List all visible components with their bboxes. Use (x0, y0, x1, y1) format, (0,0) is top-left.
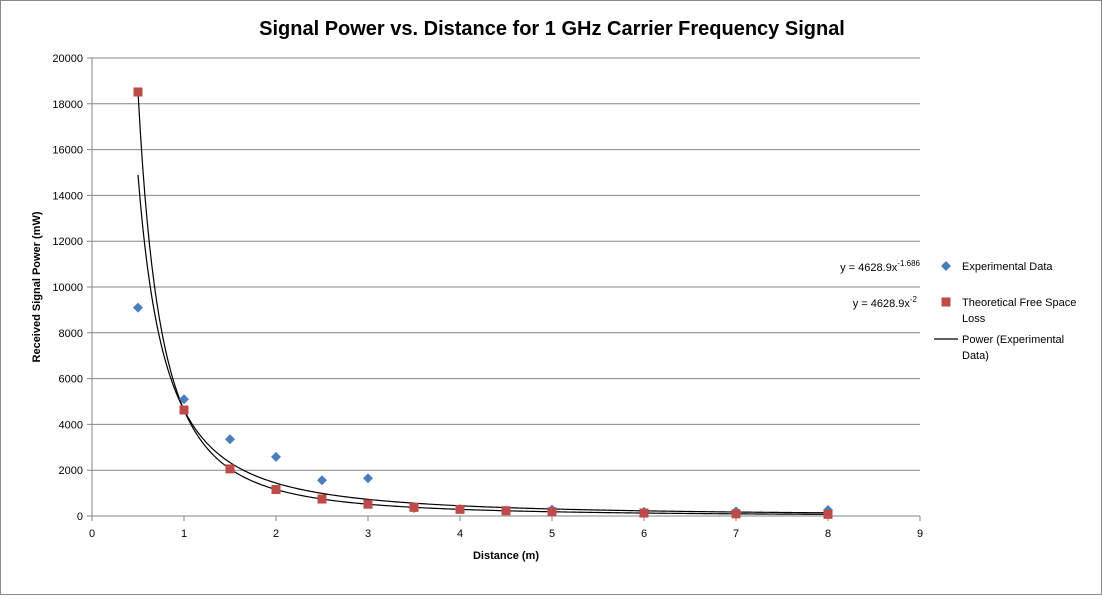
y-tick-label: 0 (77, 511, 83, 523)
trendline-equations: y = 4628.9x-1.686 y = 4628.9x-2 (840, 259, 920, 310)
data-point-square (639, 508, 649, 518)
chart-title: Signal Power vs. Distance for 1 GHz Carr… (259, 18, 845, 40)
data-point-square (133, 87, 143, 97)
data-point-diamond (179, 394, 189, 405)
x-tick-label: 6 (641, 528, 647, 540)
data-point-diamond (225, 434, 235, 445)
trendline-1 (137, 174, 829, 514)
y-tick-label: 8000 (59, 328, 83, 340)
trendline-2 (137, 91, 829, 515)
x-tick-label: 3 (365, 528, 371, 540)
x-tick-label: 1 (181, 528, 187, 540)
x-axis-title: Distance (m) (473, 550, 539, 562)
data-point-square (823, 509, 833, 519)
y-tick-label: 20000 (52, 53, 83, 65)
data-point-square (225, 464, 235, 474)
y-tick-label: 10000 (52, 282, 83, 294)
trendline-equation: y = 4628.9x-2 (853, 295, 918, 310)
y-tick-label: 6000 (59, 374, 83, 386)
legend-label: Power (Experimental Data) (962, 334, 1064, 362)
data-series (133, 87, 833, 519)
y-tick-label: 4000 (59, 419, 83, 431)
data-point-square (455, 504, 465, 514)
x-tick-label: 7 (733, 528, 739, 540)
data-point-square (731, 509, 741, 519)
x-tick-label: 0 (89, 528, 95, 540)
data-point-square (271, 485, 281, 495)
series-2 (133, 87, 833, 519)
y-tick-label: 18000 (52, 99, 83, 111)
data-point-diamond (317, 475, 327, 486)
series-1 (133, 302, 833, 517)
data-point-square (547, 507, 557, 517)
data-point-square (363, 499, 373, 509)
y-tick-label: 12000 (52, 236, 83, 248)
data-point-diamond (133, 302, 143, 313)
gridlines (92, 57, 920, 471)
y-tick-label: 14000 (52, 190, 83, 202)
trendline-equation: y = 4628.9x-1.686 (840, 259, 920, 274)
data-point-diamond (363, 473, 373, 484)
x-tick-label: 2 (273, 528, 279, 540)
trendlines (137, 91, 829, 515)
x-tick-label: 4 (457, 528, 463, 540)
y-axis-title: Received Signal Power (mW) (31, 211, 43, 362)
data-point-square (317, 494, 327, 504)
x-tick-label: 5 (549, 528, 555, 540)
axes: 0200040006000800010000120001400016000180… (52, 53, 923, 540)
data-point-diamond (271, 451, 281, 462)
data-point-square (501, 506, 511, 516)
x-tick-label: 8 (825, 528, 831, 540)
y-tick-label: 2000 (59, 465, 83, 477)
data-point-square (179, 405, 189, 415)
legend-marker-square (941, 297, 951, 307)
legend: Experimental Data Theoretical Free Space L… (934, 261, 1076, 362)
legend-label: Experimental Data (962, 261, 1053, 273)
legend-marker-diamond (941, 261, 951, 271)
legend-label: Theoretical Free Space Loss (962, 297, 1076, 325)
data-point-square (409, 502, 419, 512)
x-tick-label: 9 (917, 528, 923, 540)
y-tick-label: 16000 (52, 145, 83, 157)
